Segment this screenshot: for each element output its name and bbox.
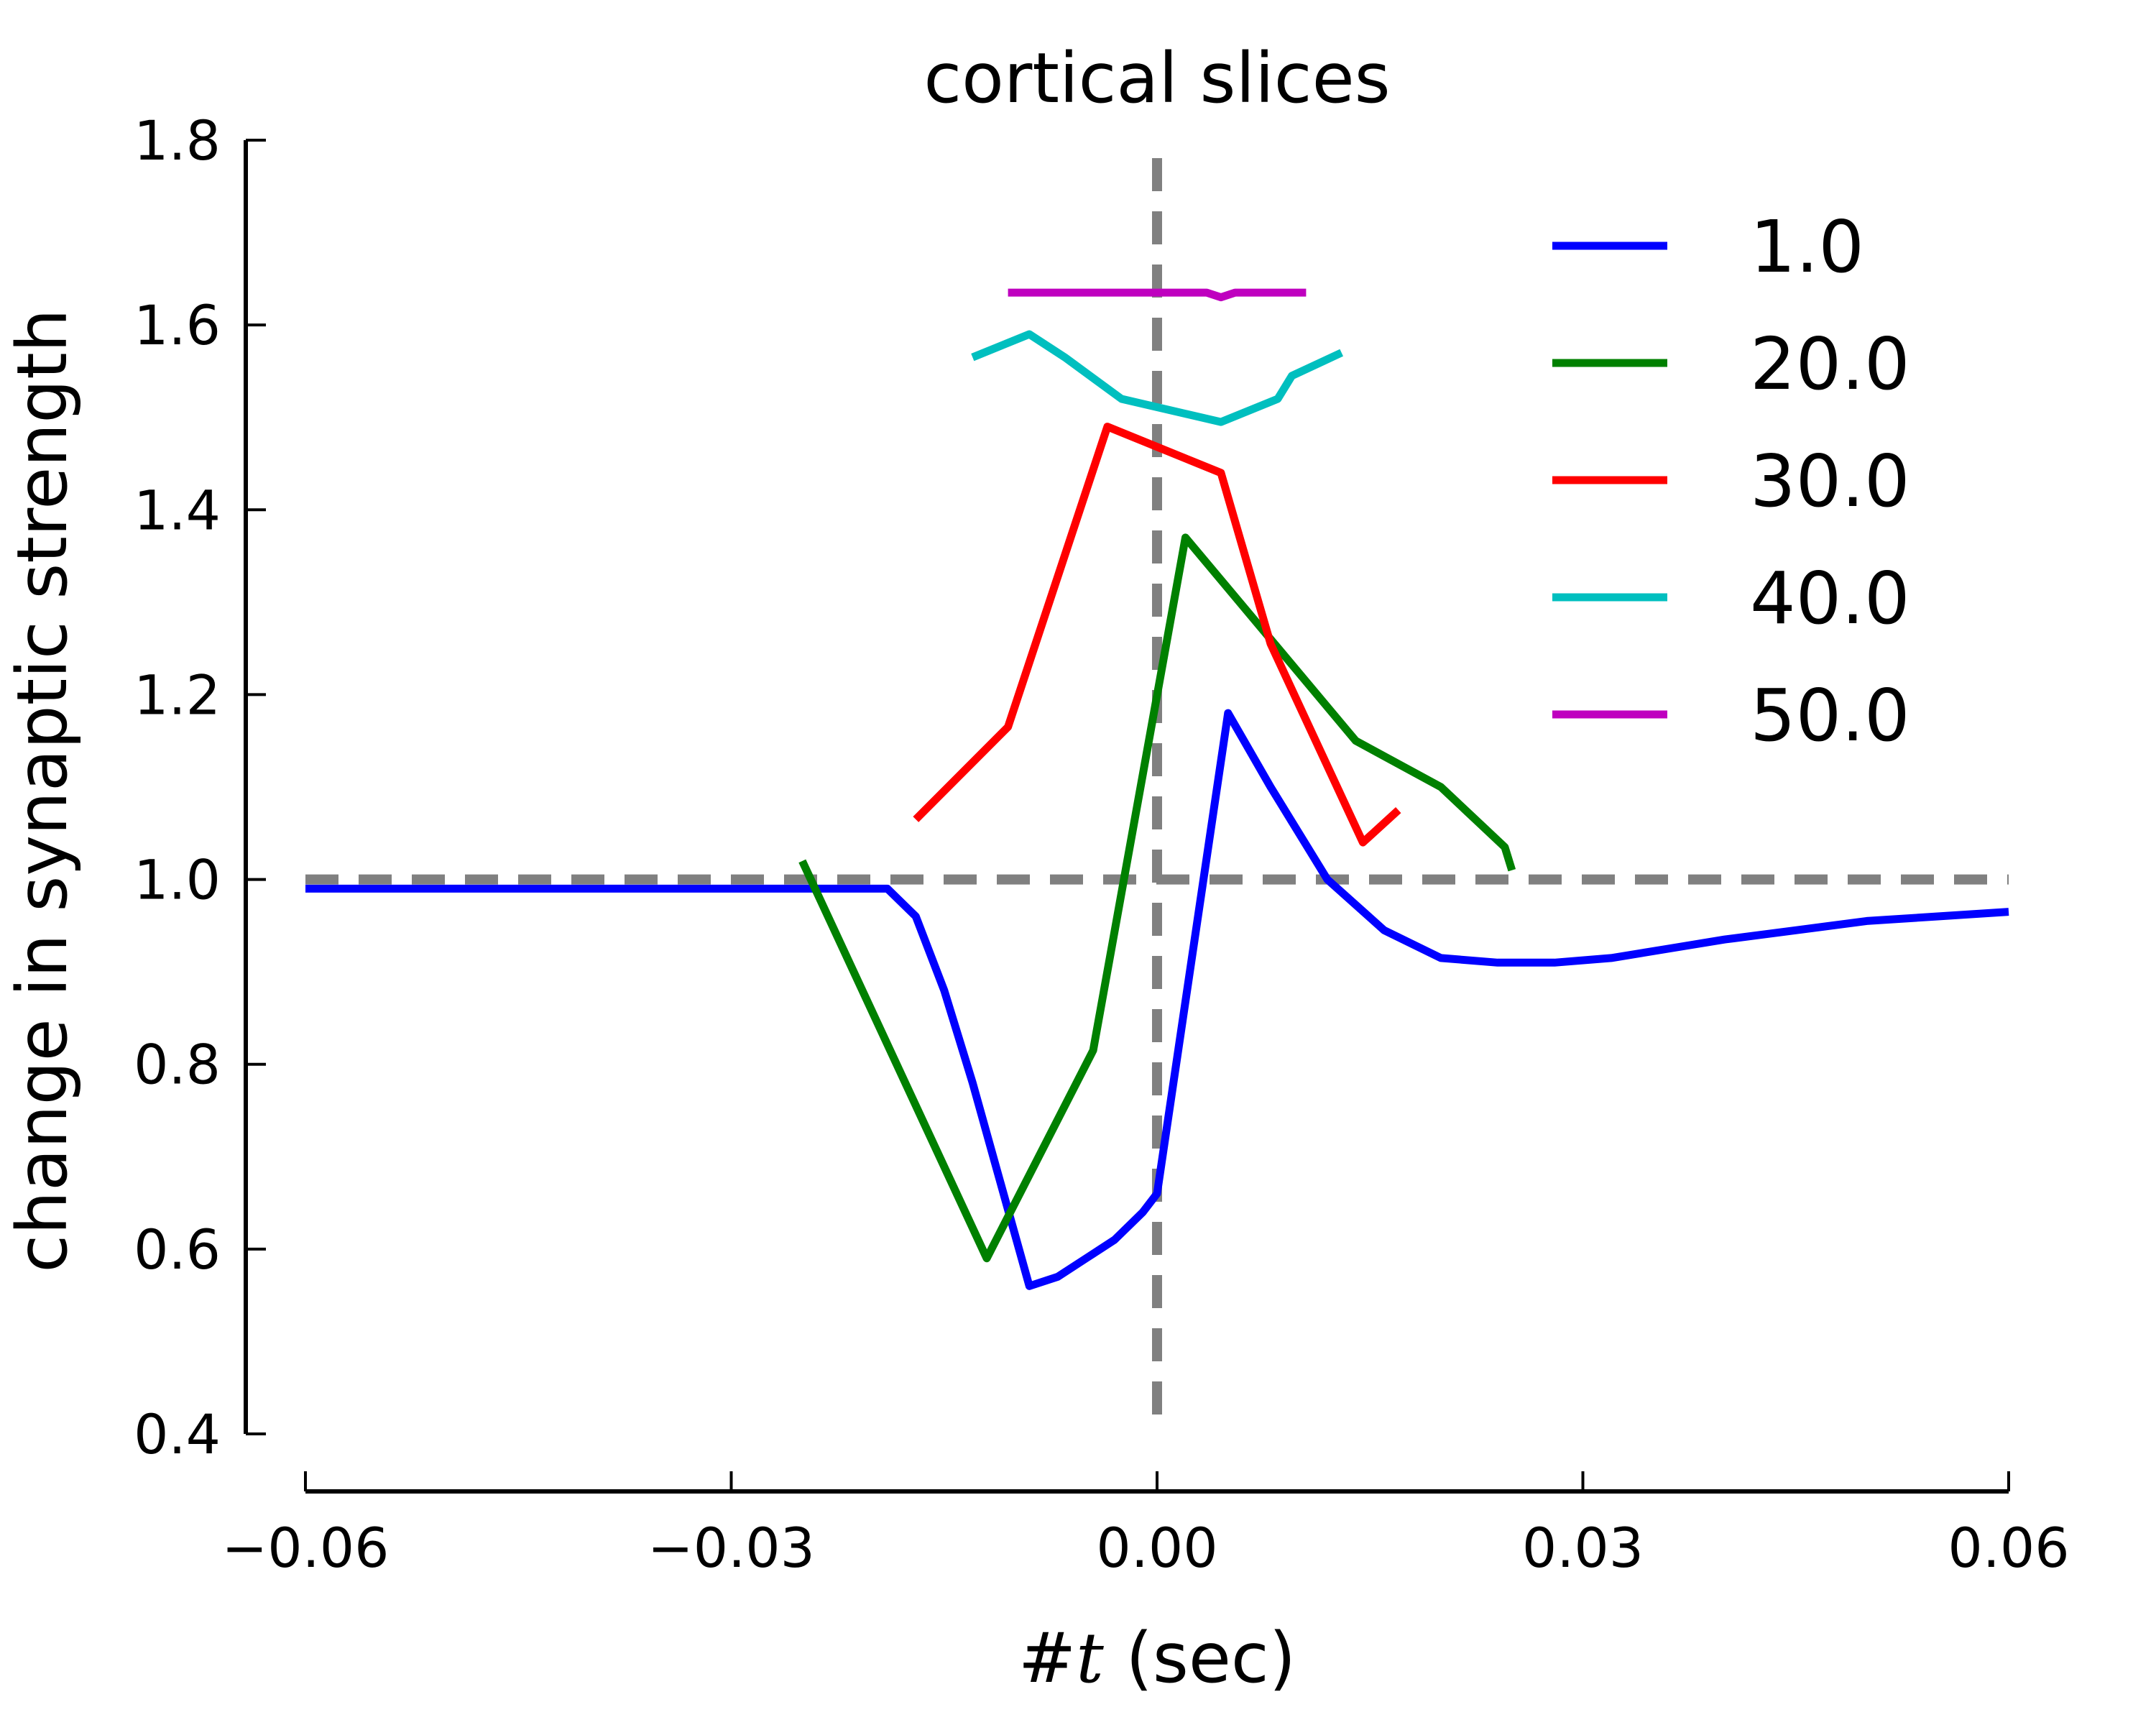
y-tick-label: 1.0 xyxy=(134,848,221,912)
series-line-30.0 xyxy=(913,423,1401,847)
reference-lines xyxy=(305,158,2009,1434)
series-line-1.0 xyxy=(305,709,2009,1290)
legend-label: 50.0 xyxy=(1750,673,1910,758)
legend-label: 20.0 xyxy=(1750,322,1910,406)
y-tick-label: 0.6 xyxy=(134,1218,221,1282)
x-tick-label: 0.06 xyxy=(1948,1516,2069,1580)
axes: 0.4 0.6 0.8 1.0 1.2 1.4 1.6 1.8 −0.06 −0.03 0.00 0.… xyxy=(134,109,2069,1580)
legend: 1.0 20.0 30.0 40.0 50.0 xyxy=(1552,205,1910,758)
x-axis-label: #t (sec) xyxy=(1018,1618,1296,1698)
chart-title: cortical slices xyxy=(923,38,1390,119)
legend-label: 30.0 xyxy=(1750,439,1910,523)
x-tick-label: −0.06 xyxy=(222,1516,390,1580)
series-line-50.0 xyxy=(1008,288,1307,302)
x-tick-label: 0.03 xyxy=(1522,1516,1644,1580)
series-line-40.0 xyxy=(971,330,1344,426)
y-tick-label: 1.6 xyxy=(134,293,221,357)
y-tick-label: 1.8 xyxy=(134,109,221,172)
y-tick-label: 0.4 xyxy=(134,1402,221,1466)
x-tick-label: 0.00 xyxy=(1096,1516,1217,1580)
y-tick-label: 1.4 xyxy=(134,478,221,542)
legend-label: 40.0 xyxy=(1750,556,1910,640)
y-axis-label: change in synaptic strength xyxy=(2,308,83,1272)
y-tick-label: 1.2 xyxy=(134,663,221,727)
y-tick-label: 0.8 xyxy=(134,1033,221,1097)
series-layer xyxy=(305,288,2009,1290)
x-tick-label: −0.03 xyxy=(648,1516,815,1580)
legend-label: 1.0 xyxy=(1750,205,1864,289)
